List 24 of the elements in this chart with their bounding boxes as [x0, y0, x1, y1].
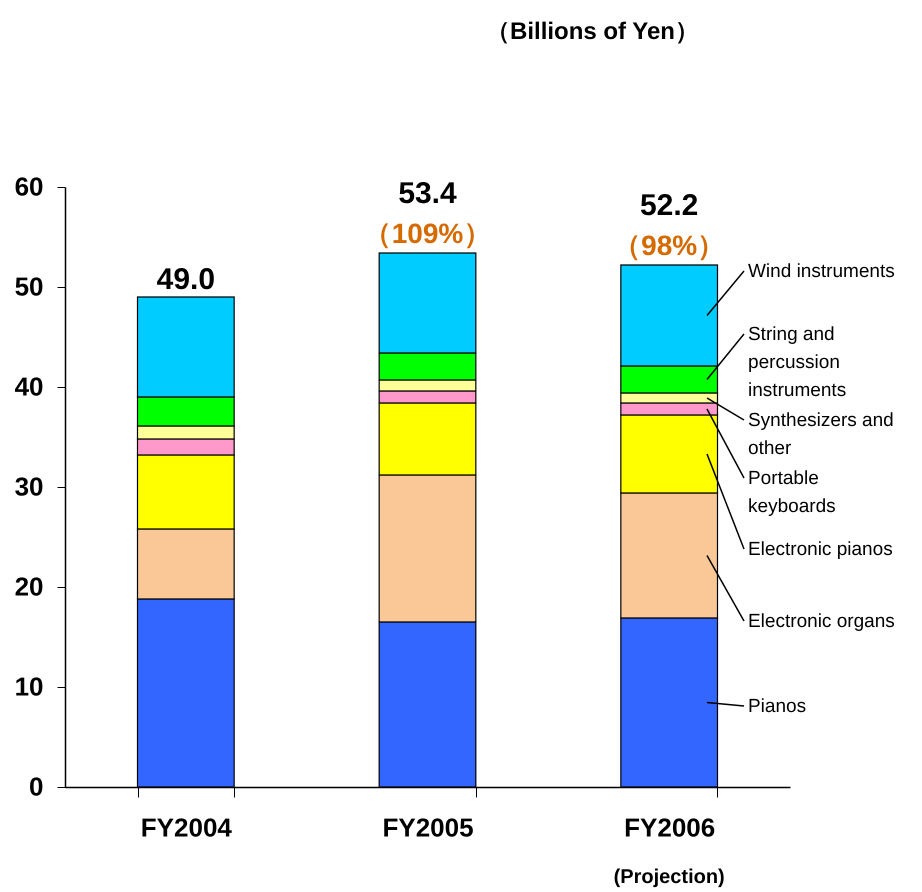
y-tick-label: 10 — [14, 672, 44, 702]
text: Portable keyboards — [748, 468, 836, 517]
legend-label: String and percussion instruments — [748, 324, 846, 401]
y-tick-label: 30 — [14, 472, 44, 502]
text: Electronic pianos — [748, 539, 893, 560]
series-label: Wind instruments — [748, 261, 895, 282]
y-tick-label: 60 — [14, 172, 44, 202]
x-tick-label: FY2006 — [624, 812, 716, 842]
legend-label: Pianos — [748, 696, 806, 717]
series-label: Synthesizers and other — [748, 410, 894, 459]
y-tick-label: 20 — [14, 572, 44, 602]
annotation: （98%） — [613, 230, 726, 261]
chart-title: （Billions of Yen） — [486, 18, 699, 45]
y-tick-label: 0 — [29, 772, 44, 802]
total-label: 53.4 — [398, 177, 458, 210]
x-tick-label: FY2004 — [140, 812, 232, 842]
x-tick-label: FY2005 — [382, 812, 474, 842]
total-label: 49.0 — [156, 263, 216, 296]
series-label: Electronic organs — [748, 611, 895, 632]
text: (Projection) — [614, 866, 725, 888]
annotation: （109%） — [364, 218, 492, 249]
y-tick-label: 40 — [14, 372, 44, 402]
total-label: 52.2 — [640, 189, 698, 222]
y-tick-label: 50 — [14, 272, 44, 302]
